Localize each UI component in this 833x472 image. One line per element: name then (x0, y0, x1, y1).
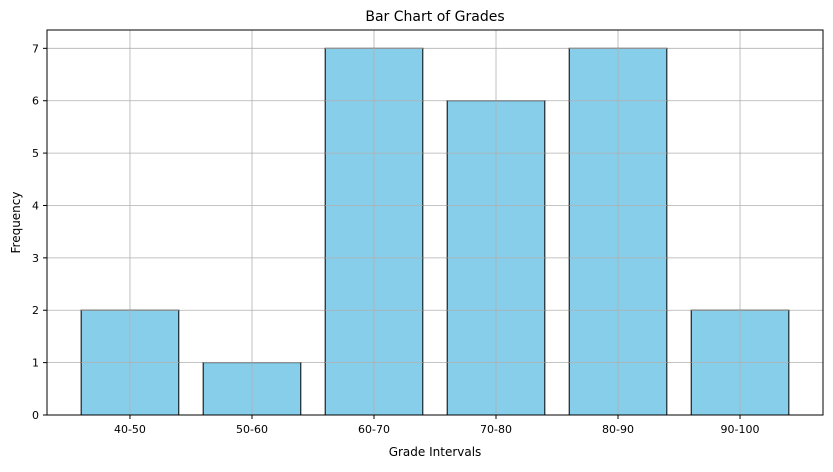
y-tick-label: 6 (32, 95, 39, 108)
y-tick-label: 7 (32, 42, 39, 55)
y-tick-label: 2 (32, 304, 39, 317)
x-tick-label: 80-90 (602, 423, 634, 436)
plot-frame (46, 29, 824, 416)
axis-ticks: 0 1 2 3 4 5 6 7 40-50 50-60 60-70 70-80 80-90 90-100 (32, 42, 760, 436)
y-axis-label: Frequency (9, 192, 23, 254)
x-tick-label: 60-70 (358, 423, 390, 436)
y-tick-label: 5 (32, 147, 39, 160)
x-tick-label: 50-60 (236, 423, 268, 436)
x-tick-label: 70-80 (480, 423, 512, 436)
x-tick-label: 90-100 (721, 423, 760, 436)
y-tick-label: 1 (32, 357, 39, 370)
bars (80, 47, 790, 416)
y-tick-label: 0 (32, 409, 39, 422)
x-tick-label: 40-50 (114, 423, 146, 436)
x-axis-label: Grade Intervals (389, 445, 482, 459)
chart-title: Bar Chart of Grades (365, 9, 504, 25)
y-tick-label: 3 (32, 252, 39, 265)
y-tick-label: 4 (32, 199, 39, 212)
